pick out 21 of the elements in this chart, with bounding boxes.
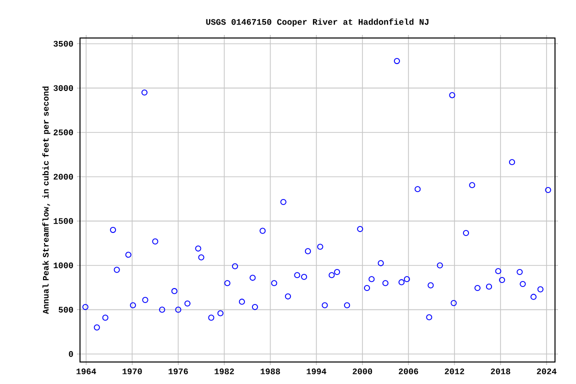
x-tick-label: 2000: [352, 368, 372, 374]
y-tick-label: 3000: [54, 85, 73, 91]
y-tick-label: 1000: [54, 262, 73, 268]
y-tick-label: 1500: [54, 218, 73, 224]
x-tick-label: 2024: [536, 368, 556, 374]
x-tick-label: 2006: [398, 368, 418, 374]
y-tick-label: 3500: [54, 40, 73, 47]
y-axis-title: Annual Peak Streamflow, in cubic feet per second: [42, 86, 50, 314]
x-tick-label: 1976: [168, 368, 188, 374]
y-tick-label: 0: [68, 351, 74, 357]
x-tick-label: 2012: [444, 368, 464, 374]
chart-title: USGS 01467150 Cooper River at Haddonfield NJ: [206, 18, 428, 26]
x-tick-label: 1988: [260, 368, 280, 374]
x-tick-label: 1994: [306, 368, 326, 374]
y-tick-label: 2500: [54, 130, 73, 136]
x-tick-label: 2018: [490, 368, 510, 374]
x-tick-label: 1964: [76, 368, 96, 374]
x-tick-label: 1970: [122, 368, 142, 374]
y-tick-label: 500: [58, 306, 73, 313]
y-tick-label: 2000: [54, 174, 73, 180]
x-tick-label: 1982: [214, 368, 234, 374]
